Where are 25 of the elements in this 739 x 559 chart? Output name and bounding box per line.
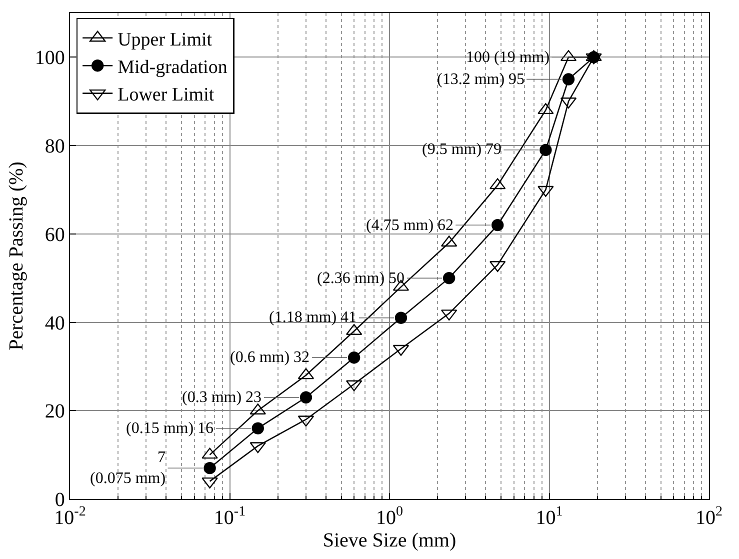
annotation: (9.5 mm) 79 <box>422 141 502 158</box>
annotation: (0.15 mm) 16 <box>126 420 214 437</box>
x-tick-label: 10$^{-1}$ <box>214 504 246 530</box>
annotation: (13.2 mm) 95 <box>437 71 525 88</box>
y-tick-label: 80 <box>44 136 65 158</box>
x-tick-label: 10$^{1}$ <box>536 504 563 530</box>
y-tick-label: 60 <box>44 224 65 246</box>
x-tick-label: 10$^{2}$ <box>696 504 722 530</box>
annotation: 100 (19 mm) <box>466 49 550 66</box>
annotation: (1.18 mm) 41 <box>269 309 357 326</box>
y-tick-label: 0 <box>54 489 65 511</box>
legend-label: Mid-gradation <box>118 57 228 78</box>
legend-label: Lower Limit <box>118 84 215 106</box>
annotation: (0.6 mm) 32 <box>230 349 310 366</box>
x-axis-title: Sieve Size (mm) <box>322 530 456 552</box>
legend-label: Upper Limit <box>118 29 213 50</box>
x-tick-label: 10$^{0}$ <box>376 504 403 530</box>
annotation: (0.3 mm) 23 <box>182 389 262 406</box>
annotation: (4.75 mm) 62 <box>366 217 454 234</box>
y-axis-title: Percentage Passing (%) <box>5 162 28 350</box>
y-tick-label: 40 <box>44 312 65 334</box>
annotation: (2.36 mm) 50 <box>317 270 405 287</box>
y-tick-label: 100 <box>34 47 65 70</box>
annotation: 7 (0.075 mm) <box>90 449 166 487</box>
y-tick-label: 20 <box>44 400 65 423</box>
